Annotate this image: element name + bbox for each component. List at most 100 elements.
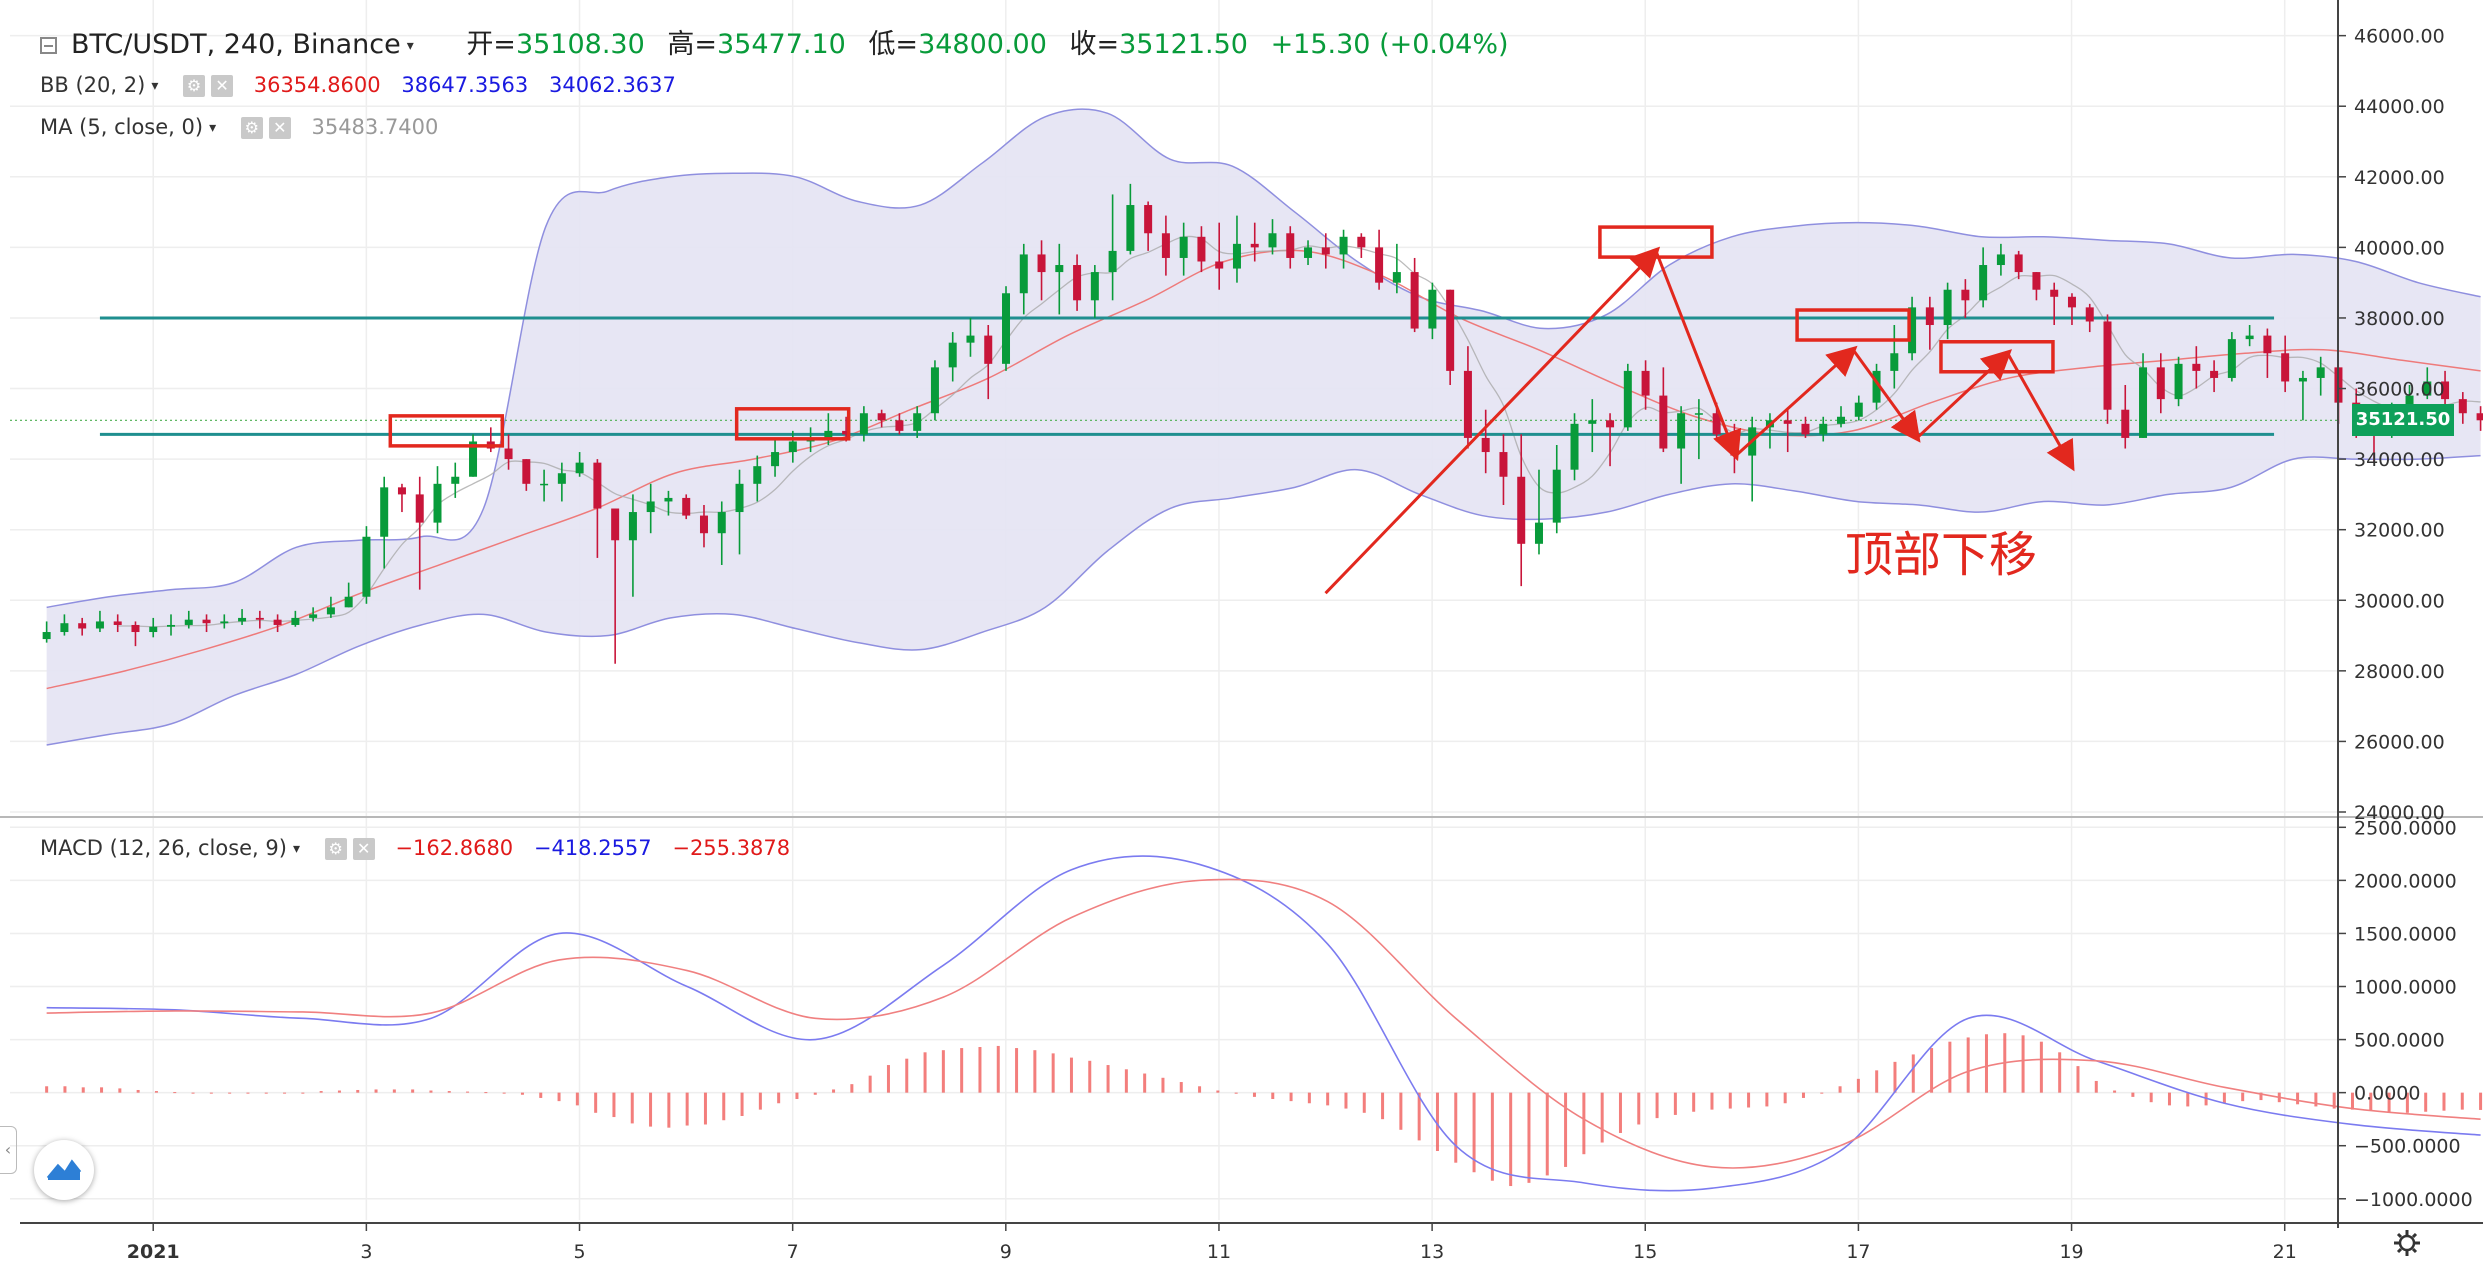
price-tick-label: 46000.00 [2354,26,2445,48]
bb-basis-value: 36354.8600 [253,73,381,97]
time-tick-label: 13 [1420,1241,1444,1263]
macd-histogram-bar [173,1092,177,1094]
symbol-title[interactable]: BTC/USDT, 240, Binance [71,29,401,60]
collapse-legend-icon[interactable] [40,37,57,54]
candle-body [717,512,726,534]
candle-body [504,448,513,460]
price-tick-label: 26000.00 [2354,731,2445,753]
macd-histogram-bar [1088,1060,1092,1093]
candle-body [149,626,158,633]
bb-lower-line [46,454,2481,746]
trend-arrow [1916,349,2013,440]
candle-body [1410,272,1419,329]
macd-histogram-bar [795,1092,799,1100]
chart-annotation: 顶部下移 [1845,527,2038,583]
macd-histogram-bar [2167,1092,2171,1106]
macd-histogram-bar [1509,1092,1513,1187]
time-tick-label: 19 [2059,1241,2083,1263]
candle-body [255,617,264,620]
macd-histogram-bar [319,1091,323,1093]
candle-body [1232,243,1241,269]
candle-body [1606,420,1615,428]
macd-histogram-bar [1472,1092,1476,1173]
chevron-down-icon[interactable]: ▾ [151,78,159,94]
macd-histogram-bar [2113,1090,2117,1093]
candle-body [824,430,833,438]
trend-arrow [1654,250,1742,462]
close-icon[interactable]: ✕ [268,117,291,139]
macd-label[interactable]: MACD (12, 26, close, 9) [40,836,287,860]
settings-icon[interactable]: ⚙ [324,838,347,860]
macd-histogram-bar [1966,1037,1970,1093]
candle-body [646,501,655,513]
macd-histogram-bar [978,1047,982,1093]
candle-body [575,462,584,474]
candle-body [1890,353,1899,371]
chevron-down-icon[interactable]: ▾ [292,841,300,857]
macd-histogram-bar [502,1092,506,1094]
price-tick-label: 24000.00 [2354,802,2445,824]
candle-body [2458,399,2467,414]
macd-histogram-bar [2259,1092,2263,1101]
price-tick-label: 40000.00 [2354,237,2445,259]
candle-body [2156,367,2165,400]
time-tick-label: 3 [360,1241,372,1263]
macd-legend: MACD (12, 26, close, 9) ▾ ⚙ ✕ −162.8680 −4… [40,836,790,860]
macd-histogram-bar [1527,1092,1531,1183]
macd-histogram-bar [703,1092,707,1125]
chevron-down-icon[interactable]: ▾ [406,37,414,54]
candle-body [1588,420,1597,424]
macd-histogram-bar [905,1058,909,1093]
macd-histogram-bar [813,1092,817,1095]
macd-histogram-bar [1417,1092,1421,1141]
settings-icon[interactable]: ⚙ [240,117,263,139]
macd-tick-label: −500.0000 [2354,1136,2461,1158]
close-icon[interactable]: ✕ [352,838,375,860]
candle-body [167,624,176,627]
candle-body [1623,370,1632,428]
tradingview-logo[interactable] [34,1140,94,1200]
candle-body [859,413,868,435]
candle-body [1819,423,1828,435]
candle-body [1534,522,1543,544]
time-tick-label: 9 [1000,1241,1012,1263]
open-label: 开= [466,29,516,60]
candle-body [1854,402,1863,417]
settings-gear-icon[interactable] [2392,1228,2422,1258]
bb-upper-value: 38647.3563 [401,73,529,97]
macd-histogram-bar [1710,1092,1714,1110]
candle-body [1872,370,1881,403]
candle-body [1428,289,1437,329]
candle-body [2263,335,2272,354]
candle-body [1357,236,1366,248]
candle-body [593,462,602,509]
candle-body [2139,367,2148,438]
macd-tick-label: −1000.0000 [2354,1189,2473,1211]
macd-histogram-bar [1948,1041,1952,1093]
chevron-down-icon[interactable]: ▾ [209,120,217,136]
collapse-panel-button[interactable]: ‹ [0,1126,17,1174]
candle-body [842,430,851,435]
candle-body [1019,254,1028,294]
macd-histogram-bar [1655,1092,1659,1119]
close-icon[interactable]: ✕ [211,75,234,97]
candle-body [1446,289,1455,371]
candle-body [1641,370,1650,396]
settings-icon[interactable]: ⚙ [183,75,206,97]
candle-body [1570,423,1579,470]
candle-body [415,494,424,523]
candle-body [1517,476,1526,544]
candle-body [2085,307,2094,322]
candle-body [913,413,922,431]
price-tick-label: 38000.00 [2354,308,2445,330]
macd-histogram-bar [996,1045,1000,1093]
resistance-box [388,414,505,448]
macd-histogram-bar [392,1089,396,1093]
macd-histogram-bar [283,1092,287,1094]
ma-label[interactable]: MA (5, close, 0) [40,115,204,139]
change-value: +15.30 (+0.04%) [1270,29,1509,60]
bb-label[interactable]: BB (20, 2) [40,73,146,97]
candle-body [2281,353,2290,382]
candle-body [1996,254,2005,266]
